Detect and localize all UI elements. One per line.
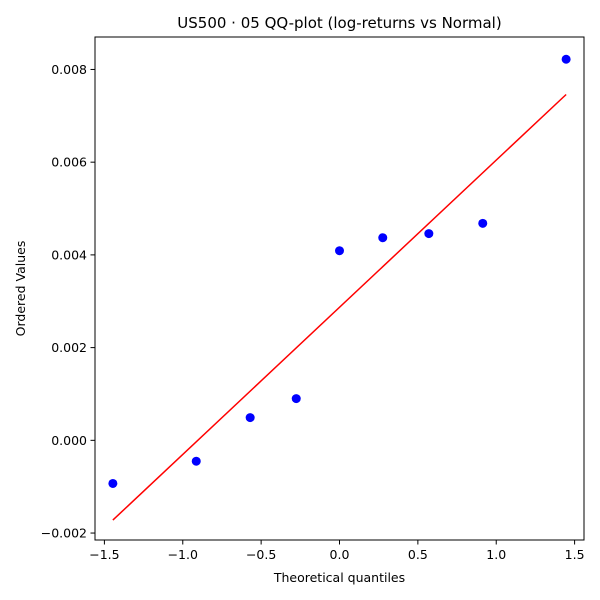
x-tick-label: −0.5 [246, 547, 276, 562]
data-point [291, 394, 301, 404]
x-tick-label: −1.5 [89, 547, 119, 562]
y-tick-label: 0.002 [51, 340, 87, 355]
x-axis-ticks: −1.5 −1.0 −0.5 0.0 0.5 1.0 1.5 [89, 540, 585, 562]
data-point [335, 246, 344, 256]
chart-title: US500 · 05 QQ-plot (log-returns vs Norma… [177, 14, 501, 32]
data-point [378, 233, 388, 243]
y-tick-label: 0.008 [51, 62, 87, 77]
y-tick-label: −0.002 [41, 526, 87, 541]
y-axis-ticks: −0.002 0.000 0.002 0.004 0.006 0.008 [41, 62, 95, 541]
data-point [478, 218, 488, 228]
y-tick-label: 0.004 [51, 247, 87, 262]
x-tick-label: 0.0 [330, 547, 350, 562]
plot-frame [94, 36, 585, 541]
data-point [245, 413, 255, 423]
x-tick-label: 1.0 [486, 547, 506, 562]
x-axis-label: Theoretical quantiles [273, 570, 405, 585]
data-point [191, 456, 201, 466]
x-tick-label: 1.5 [565, 547, 585, 562]
data-point [561, 54, 571, 64]
fit-line [112, 93, 567, 521]
data-point [108, 478, 118, 488]
y-axis-label: Ordered Values [13, 241, 28, 337]
data-point [424, 229, 434, 239]
plot-area [94, 36, 585, 541]
y-tick-label: 0.000 [51, 433, 87, 448]
x-tick-label: 0.5 [408, 547, 428, 562]
x-tick-label: −1.0 [168, 547, 198, 562]
y-tick-label: 0.006 [51, 155, 87, 170]
